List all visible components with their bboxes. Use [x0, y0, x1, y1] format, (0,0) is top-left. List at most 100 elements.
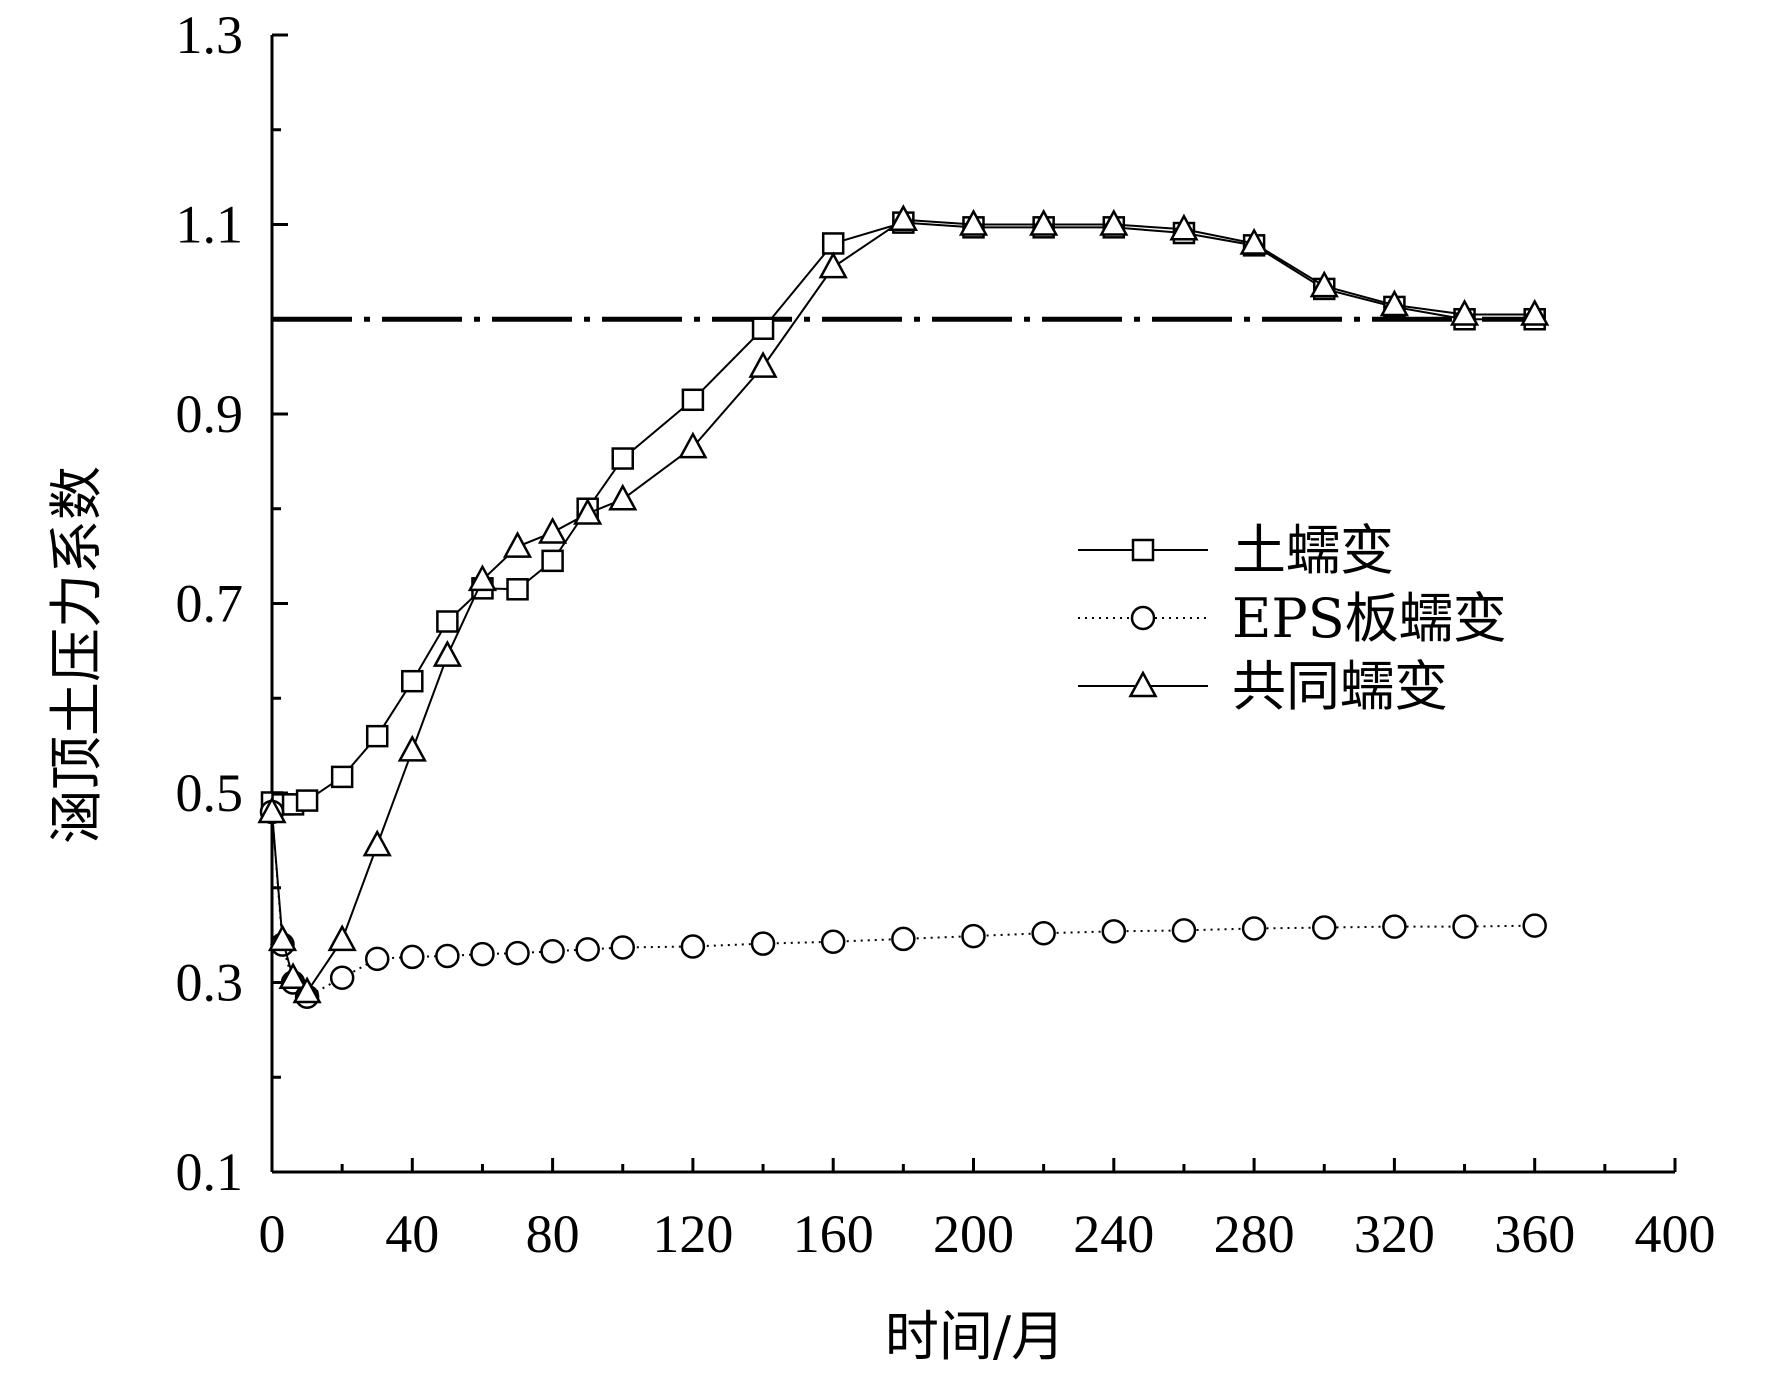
data-point-joint-creep — [818, 251, 848, 279]
data-point-eps-creep — [1452, 914, 1477, 939]
y-tick-label: 1.1 — [176, 195, 244, 255]
data-point-soil-creep — [821, 232, 845, 255]
x-tick-label: 360 — [1494, 1204, 1575, 1264]
data-point-eps-creep — [1382, 914, 1407, 939]
data-point-joint-creep — [1169, 213, 1199, 241]
y-tick-label: 0.5 — [176, 763, 244, 823]
series-joint-creep — [257, 204, 1550, 1004]
data-point-joint-creep — [327, 924, 357, 952]
legend-item-soil-creep: 土蠕变 — [1078, 519, 1394, 582]
x-tick-label: 200 — [933, 1204, 1014, 1264]
legend-label-eps-creep: EPS板蠕变 — [1232, 587, 1507, 650]
legend-label-soil-creep: 土蠕变 — [1232, 519, 1394, 582]
data-point-eps-creep — [1171, 918, 1197, 943]
data-point-joint-creep — [1099, 208, 1129, 236]
series-line-joint-creep — [271, 218, 1535, 994]
x-tick-label: 0 — [259, 1204, 286, 1264]
data-point-joint-creep — [573, 497, 603, 525]
series-line-eps-creep — [271, 811, 1535, 998]
data-point-joint-creep — [888, 204, 918, 232]
data-point-eps-creep — [1522, 913, 1547, 938]
legend-symbol — [1130, 605, 1156, 631]
data-point-eps-creep — [680, 934, 706, 959]
data-point-joint-creep — [397, 734, 427, 762]
legend-item-eps-creep: EPS板蠕变 — [1078, 587, 1507, 650]
data-point-joint-creep — [678, 431, 708, 459]
tick-labels: 0 40 80 120 160 200 240 280 320 360 400 0.1 0.3 0.5 0.… — [176, 5, 1716, 1264]
legend-symbol — [1128, 670, 1158, 698]
data-point-eps-creep — [891, 926, 916, 952]
data-point-soil-creep — [751, 317, 775, 340]
data-point-soil-creep — [330, 765, 354, 789]
x-tick-label: 280 — [1214, 1204, 1295, 1264]
data-point-eps-creep — [1312, 915, 1337, 940]
data-point-soil-creep — [295, 789, 319, 812]
data-point-joint-creep — [267, 924, 298, 952]
data-point-eps-creep — [820, 929, 846, 955]
data-point-soil-creep — [436, 610, 459, 633]
data-point-joint-creep — [502, 531, 533, 558]
data-point-soil-creep — [506, 578, 529, 601]
x-tick-label: 120 — [652, 1204, 733, 1264]
data-point-joint-creep — [1029, 208, 1059, 236]
y-tick-label: 0.1 — [176, 1142, 244, 1202]
data-point-joint-creep — [467, 564, 498, 592]
data-point-soil-creep — [365, 724, 389, 748]
legend: 土蠕变 EPS板蠕变 共同蠕变 — [1078, 519, 1507, 718]
legend-item-joint-creep: 共同蠕变 — [1078, 655, 1448, 718]
data-point-eps-creep — [750, 931, 776, 956]
x-tick-label: 80 — [526, 1204, 580, 1264]
data-point-joint-creep — [537, 516, 568, 544]
x-tick-label: 240 — [1073, 1204, 1154, 1264]
y-tick-label: 0.7 — [176, 574, 244, 634]
data-point-soil-creep — [681, 388, 705, 412]
y-tick-label: 0.9 — [176, 384, 244, 444]
data-point-soil-creep — [541, 549, 564, 573]
legend-marker-eps-creep — [1130, 605, 1156, 631]
data-point-eps-creep — [610, 935, 635, 960]
data-point-joint-creep — [1309, 270, 1339, 298]
data-point-joint-creep — [608, 483, 638, 511]
series-soil-creep — [260, 211, 1546, 816]
data-point-joint-creep — [362, 829, 392, 857]
series-layer — [257, 204, 1550, 1009]
data-point-eps-creep — [505, 940, 530, 966]
y-tick-label: 0.3 — [176, 953, 244, 1013]
legend-marker-joint-creep — [1128, 670, 1158, 698]
data-point-eps-creep — [1031, 920, 1056, 946]
x-tick-label: 40 — [385, 1204, 439, 1264]
y-tick-label: 1.3 — [176, 5, 244, 65]
x-tick-label: 160 — [793, 1204, 874, 1264]
data-point-joint-creep — [292, 976, 322, 1004]
legend-symbol — [1131, 538, 1155, 562]
data-point-joint-creep — [432, 639, 462, 667]
data-point-joint-creep — [1239, 227, 1269, 255]
data-point-eps-creep — [329, 965, 355, 991]
data-point-eps-creep — [1101, 919, 1127, 944]
data-point-eps-creep — [470, 941, 495, 967]
data-point-eps-creep — [1241, 916, 1267, 941]
data-point-eps-creep — [364, 946, 390, 972]
data-point-joint-creep — [1379, 289, 1410, 317]
data-point-eps-creep — [961, 923, 986, 949]
data-point-joint-creep — [1520, 298, 1550, 326]
x-tick-label: 320 — [1354, 1204, 1435, 1264]
data-point-soil-creep — [611, 447, 634, 470]
x-axis-title: 时间/月 — [885, 1305, 1065, 1368]
y-axis-title: 涵顶土压力系数 — [45, 466, 108, 844]
legend-marker-soil-creep — [1131, 538, 1155, 562]
x-tick-label: 400 — [1635, 1204, 1716, 1264]
data-point-joint-creep — [1449, 298, 1480, 326]
data-point-joint-creep — [257, 796, 287, 824]
series-eps-creep — [259, 799, 1547, 1009]
data-point-joint-creep — [278, 962, 308, 990]
data-point-eps-creep — [540, 938, 565, 964]
data-point-joint-creep — [748, 351, 778, 378]
data-point-eps-creep — [575, 937, 600, 962]
data-point-soil-creep — [401, 669, 424, 693]
data-point-joint-creep — [958, 208, 989, 236]
data-point-eps-creep — [435, 943, 460, 969]
ticks — [270, 33, 1677, 1174]
data-point-eps-creep — [400, 944, 425, 970]
